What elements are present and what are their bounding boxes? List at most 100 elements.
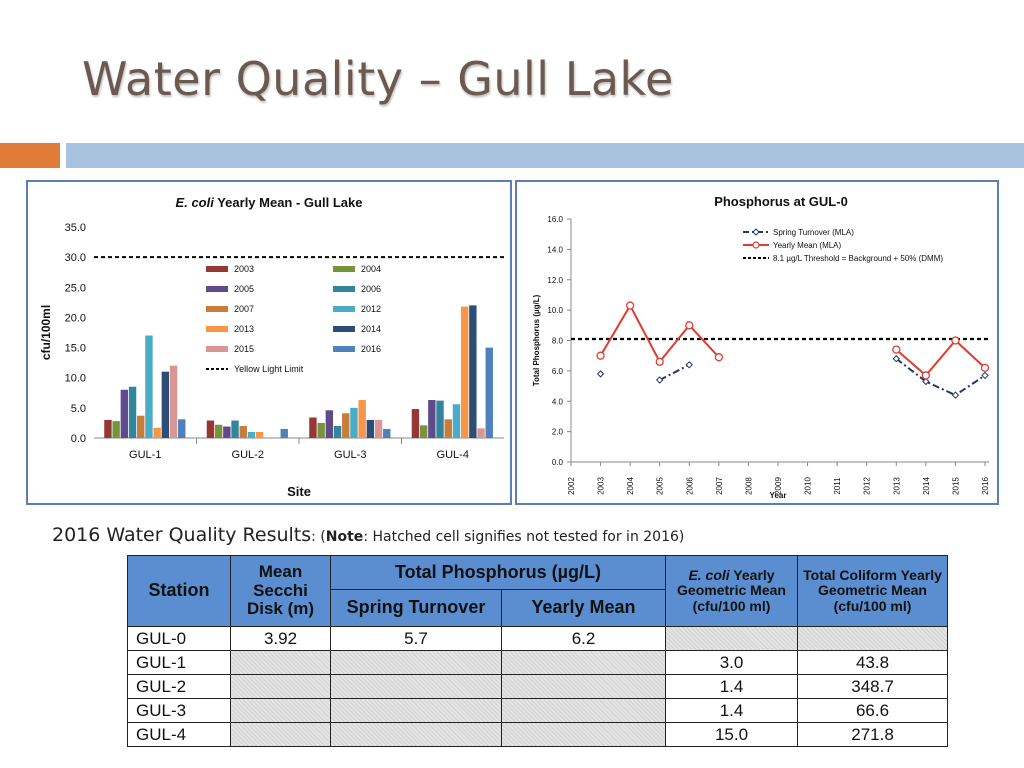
phos-yearly-point	[685, 321, 694, 330]
phos-x-tick: 2003	[597, 477, 606, 495]
phos-x-tick: 2014	[922, 477, 931, 495]
ecoli-legend-swatch	[333, 306, 355, 312]
ecoli-bar	[317, 422, 325, 438]
ecoli-bar	[419, 425, 428, 438]
ecoli-bar	[231, 420, 239, 438]
ecoli-legend-swatch	[333, 346, 355, 352]
ecoli-bar	[469, 305, 477, 438]
ecoli-bar	[178, 419, 186, 438]
ecoli-y-tick: 5.0	[71, 403, 86, 415]
header-secchi: Mean Secchi Disk (m)	[230, 555, 331, 627]
ecoli-legend-label: 2013	[234, 324, 254, 334]
phos-y-axis-label: Total Phosphorus (µg/L)	[532, 294, 541, 386]
phos-x-tick: 2016	[981, 477, 990, 495]
hatched-cell	[500, 650, 667, 675]
phos-yearly-point	[951, 336, 960, 345]
phos-x-tick: 2007	[715, 477, 724, 495]
ecoli-bar	[428, 400, 436, 438]
ecoli-chart-panel: E. coli Yearly Mean - Gull Lake 0.0 5.0 10.…	[26, 180, 512, 505]
ecoli-bar	[383, 428, 391, 438]
ecoli-legend-label: 2006	[361, 284, 381, 294]
ecoli-legend-label: 2005	[234, 284, 254, 294]
ecoli-bar	[223, 426, 231, 438]
ecoli-category-label: GUL-4	[437, 449, 469, 461]
ecoli-bar	[255, 431, 264, 438]
phos-y-tick: 12.0	[547, 276, 563, 285]
hatched-cell	[230, 674, 331, 699]
phosphorus-chart-panel: Phosphorus at GUL-0 0.0 2.0 4.0 6.0 8.0 10.0 12…	[515, 180, 999, 505]
header-ecoli: E. coli Yearly Geometric Mean (cfu/100 m…	[665, 555, 799, 627]
cell-station: GUL-0	[127, 626, 231, 651]
table-row: GUL-4 15.0 271.8	[127, 722, 949, 747]
header-ecoli-italic: E. coli	[688, 566, 730, 583]
ecoli-legend-swatch	[206, 346, 228, 352]
ecoli-legend-label: 2014	[361, 324, 381, 334]
hatched-cell	[230, 722, 331, 747]
ecoli-legend-swatch	[206, 306, 228, 312]
ecoli-y-tick: 30.0	[65, 252, 86, 264]
ecoli-bar	[161, 371, 170, 438]
hatched-cell	[330, 650, 502, 675]
note-label: Note	[325, 529, 364, 545]
phos-spring-point	[656, 376, 664, 384]
header-phosphorus: Total Phosphorus (µg/L)	[329, 555, 667, 590]
results-heading: 2016 Water Quality Results: (Note: Hatch…	[52, 524, 684, 546]
ecoli-bar	[112, 421, 120, 438]
cell-coliform: 66.6	[797, 698, 949, 723]
ecoli-legend-threshold-label: Yellow Light Limit	[234, 364, 304, 374]
cell-ecoli: 1.4	[665, 674, 799, 699]
hatched-cell	[500, 722, 667, 747]
phos-yearly-point	[655, 357, 664, 366]
ecoli-bar	[485, 347, 493, 438]
ecoli-y-tick: 0.0	[71, 433, 86, 445]
hatched-cell	[230, 698, 331, 723]
ecoli-bar	[137, 415, 145, 438]
ecoli-y-tick: 35.0	[65, 222, 86, 234]
hatched-cell	[230, 650, 331, 675]
ecoli-legend-label: 2007	[234, 304, 254, 314]
cell-spring: 5.7	[330, 626, 502, 651]
ecoli-bar	[239, 425, 247, 438]
ecoli-bar	[342, 413, 350, 438]
phos-x-tick: 2009	[774, 477, 783, 495]
ecoli-y-axis-label: cfu/100ml	[39, 305, 53, 360]
phos-yearly-point	[980, 363, 990, 372]
phos-x-tick: 2006	[685, 477, 694, 495]
phos-yearly-point	[596, 351, 605, 360]
phos-yearly-point	[921, 371, 931, 380]
ecoli-chart-title: E. coli Yearly Mean - Gull Lake	[176, 195, 363, 210]
hatched-cell	[797, 626, 949, 651]
phos-chart-title: Phosphorus at GUL-0	[714, 194, 848, 209]
ecoli-bar	[325, 410, 334, 438]
cell-station: GUL-4	[127, 722, 231, 747]
ecoli-legend-swatch	[333, 266, 355, 272]
accent-bar-blue	[66, 143, 1024, 168]
cell-station: GUL-1	[127, 650, 231, 675]
cell-ecoli: 1.4	[665, 698, 799, 723]
ecoli-category-label: GUL-2	[232, 449, 264, 461]
cell-secchi: 3.92	[230, 626, 331, 651]
table-row: GUL-3 1.4 66.6	[127, 698, 949, 723]
results-body: GUL-0 3.92 5.7 6.2 GUL-1 3.0 43.8 GUL-2 1.4 348.7…	[127, 626, 949, 747]
ecoli-legend-label: 2015	[234, 344, 254, 354]
phosphorus-chart: Phosphorus at GUL-0 0.0 2.0 4.0 6.0 8.0 10.0 12…	[532, 194, 990, 500]
ecoli-bar	[333, 425, 342, 438]
cell-coliform: 271.8	[797, 722, 949, 747]
ecoli-bar	[214, 424, 223, 438]
header-coliform: Total Coliform Yearly Geometric Mean (cf…	[797, 555, 949, 627]
hatched-cell	[330, 698, 502, 723]
ecoli-legend-swatch	[206, 266, 228, 272]
ecoli-category-label: GUL-3	[334, 449, 366, 461]
phos-x-axis-label: Year	[770, 491, 787, 500]
ecoli-bar	[153, 427, 161, 438]
phos-spring-point	[892, 355, 900, 363]
hatched-cell	[330, 722, 502, 747]
table-row: GUL-0 3.92 5.7 6.2	[127, 626, 949, 651]
phos-x-tick: 2008	[744, 477, 753, 495]
phos-x-tick: 2005	[656, 477, 665, 495]
ecoli-bar	[120, 389, 129, 438]
ecoli-bar	[280, 428, 288, 438]
phos-legend-yearly-label: Yearly Mean (MLA)	[773, 241, 842, 250]
phos-y-tick: 0.0	[552, 458, 564, 467]
note-open: : (	[311, 529, 326, 545]
